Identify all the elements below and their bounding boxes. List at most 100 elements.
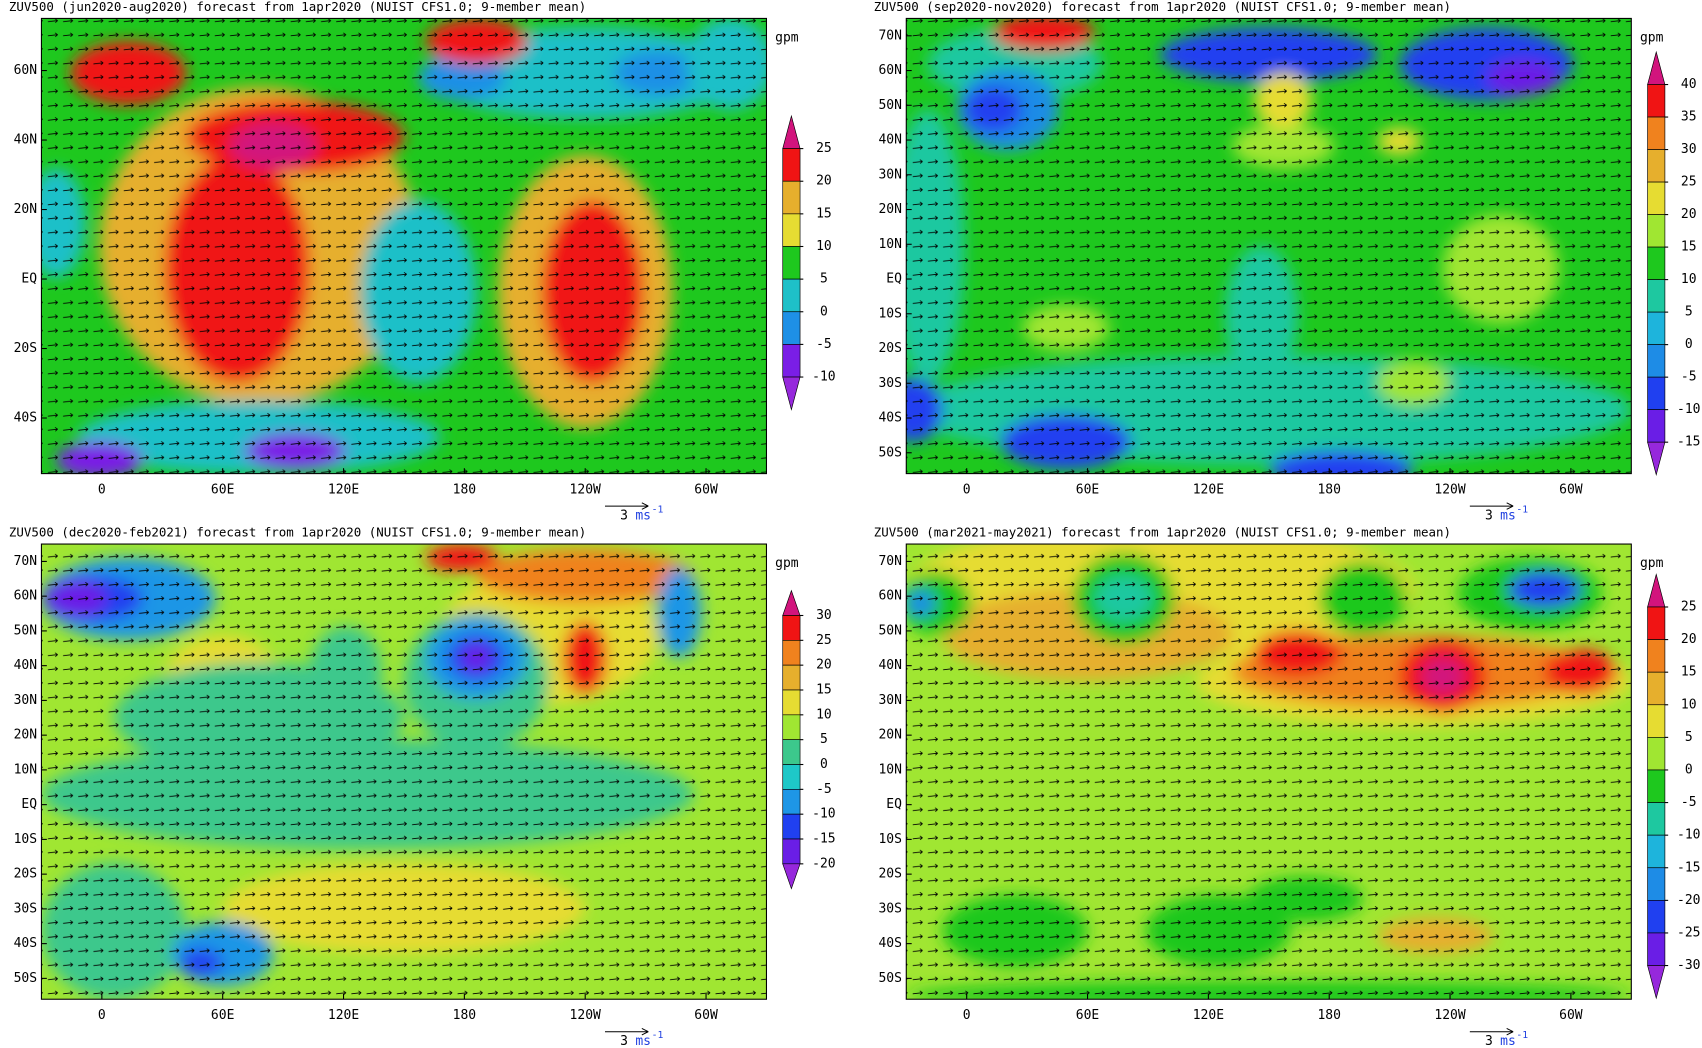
colorbar-label: -10 bbox=[1677, 402, 1700, 417]
y-tick-label: 10S bbox=[878, 832, 901, 847]
y-tick-label: 20S bbox=[14, 867, 37, 882]
colorbar-label: -25 bbox=[1677, 925, 1700, 940]
colorbar-label: -10 bbox=[812, 370, 835, 385]
y-tick-label: EQ bbox=[21, 272, 37, 287]
y-tick-label: 70N bbox=[878, 28, 901, 43]
colorbar-label: 20 bbox=[1681, 207, 1697, 222]
colorbar-label: -20 bbox=[812, 856, 835, 871]
colorbar-label: 35 bbox=[1681, 110, 1697, 125]
y-tick-label: 30N bbox=[14, 693, 37, 708]
colorbar-label: 25 bbox=[816, 141, 832, 156]
x-tick-label: 60E bbox=[211, 1008, 234, 1023]
colorbar-segment bbox=[782, 813, 801, 840]
reference-unit: ms bbox=[1500, 1034, 1516, 1048]
reference-value: 3 bbox=[1485, 508, 1493, 523]
colorbar-segment bbox=[782, 213, 801, 247]
contour-field bbox=[41, 544, 767, 1000]
y-tick-label: 20S bbox=[878, 341, 901, 356]
colorbar-top bbox=[782, 589, 801, 616]
x-tick-label: 0 bbox=[963, 1008, 971, 1023]
y-tick-label: 20N bbox=[878, 202, 901, 217]
colorbar-label: 0 bbox=[1685, 337, 1693, 352]
colorbar-segment bbox=[782, 639, 801, 666]
colorbar: 25 20 15 10 5 0 -5 -10 bbox=[782, 114, 836, 411]
y-tick-label: 20N bbox=[878, 728, 901, 743]
y-tick-label: 60N bbox=[14, 589, 37, 604]
y-tick-label: 50N bbox=[878, 623, 901, 638]
y-tick-label: EQ bbox=[21, 797, 37, 812]
x-tick-label: 60W bbox=[694, 482, 718, 497]
colorbar: 30 25 20 15 10 5 0 -5 -10 -15 -20 bbox=[782, 589, 836, 890]
panel-title: ZUV500 (mar2021-may2021) forecast from 1… bbox=[874, 525, 1451, 540]
colorbar-segment bbox=[1647, 181, 1666, 215]
colorbar-segment bbox=[1647, 802, 1666, 836]
colorbar-label: 5 bbox=[820, 272, 828, 287]
y-tick-label: 30S bbox=[878, 901, 901, 916]
colorbar-segment bbox=[1647, 606, 1666, 640]
colorbar-segment bbox=[1647, 900, 1666, 934]
y-tick-label: 20N bbox=[14, 202, 37, 217]
map-frame bbox=[40, 17, 768, 475]
panel: ZUV500 (jun2020-aug2020) forecast from 1… bbox=[9, 0, 836, 523]
x-tick-label: 120E bbox=[328, 1008, 359, 1023]
x-tick-label: 120E bbox=[1193, 1008, 1224, 1023]
colorbar-label: 25 bbox=[1681, 175, 1697, 190]
colorbar-label: 25 bbox=[816, 633, 832, 648]
x-tick-label: 60E bbox=[1076, 1008, 1099, 1023]
reference-arrow bbox=[1469, 1028, 1514, 1036]
y-tick-label: 70N bbox=[878, 554, 901, 569]
colorbar-bottom bbox=[1647, 441, 1666, 476]
panel-title: ZUV500 (jun2020-aug2020) forecast from 1… bbox=[9, 0, 586, 14]
wind-vectors bbox=[906, 544, 1632, 1000]
y-tick-label: 50N bbox=[878, 98, 901, 113]
colorbar-label: 5 bbox=[1685, 305, 1693, 320]
colorbar-label: -30 bbox=[1677, 958, 1700, 973]
colorbar-unit: gpm bbox=[1640, 30, 1664, 45]
colorbar-segment bbox=[782, 344, 801, 378]
colorbar-segment bbox=[1647, 409, 1666, 443]
y-tick-label: 50N bbox=[14, 623, 37, 638]
colorbar-segment bbox=[1647, 769, 1666, 803]
colorbar-label: 0 bbox=[1685, 762, 1693, 777]
colorbar-segment bbox=[1647, 376, 1666, 410]
y-tick-label: 20S bbox=[14, 341, 37, 356]
y-tick-label: 40S bbox=[14, 936, 37, 951]
colorbar-label: 10 bbox=[816, 707, 832, 722]
y-tick-label: 20N bbox=[14, 728, 37, 743]
panel-title: ZUV500 (sep2020-nov2020) forecast from 1… bbox=[874, 0, 1451, 14]
y-tick-label: 30S bbox=[878, 376, 901, 391]
reference-unit: ms bbox=[1500, 508, 1516, 523]
colorbar-segment bbox=[782, 246, 801, 280]
y-tick-label: 10S bbox=[878, 306, 901, 321]
colorbar-segment bbox=[782, 689, 801, 716]
y-tick-label: 40N bbox=[878, 133, 901, 148]
reference-exponent: -1 bbox=[652, 504, 664, 515]
contour-field bbox=[906, 18, 1632, 474]
colorbar-label: 20 bbox=[1681, 632, 1697, 647]
colorbar-label: 25 bbox=[1681, 599, 1697, 614]
colorbar-segment bbox=[1647, 834, 1666, 869]
colorbar-label: 30 bbox=[1681, 142, 1697, 157]
y-tick-label: 20S bbox=[878, 867, 901, 882]
colorbar-top bbox=[1647, 50, 1666, 85]
colorbar-segment bbox=[782, 764, 801, 790]
colorbar-label: -5 bbox=[816, 337, 832, 352]
y-tick-label: 50S bbox=[14, 971, 37, 986]
colorbar-segment bbox=[1647, 84, 1666, 118]
colorbar-segment bbox=[782, 714, 801, 740]
y-tick-label: EQ bbox=[886, 272, 902, 287]
reference-value: 3 bbox=[620, 1034, 628, 1048]
colorbar-segment bbox=[782, 278, 801, 313]
x-tick-label: 180 bbox=[1317, 1008, 1340, 1023]
colorbar-label: 20 bbox=[816, 658, 832, 673]
x-tick-label: 60E bbox=[1076, 482, 1099, 497]
colorbar-label: -5 bbox=[816, 782, 832, 797]
colorbar: 40 35 30 25 20 15 10 5 0 -5 -10 -15 bbox=[1647, 50, 1700, 476]
colorbar-segment bbox=[1647, 867, 1666, 901]
reference-exponent: -1 bbox=[1516, 504, 1528, 515]
y-tick-label: 60N bbox=[878, 63, 901, 78]
reference-value: 3 bbox=[620, 508, 628, 523]
map-frame bbox=[40, 543, 768, 1000]
colorbar-segment bbox=[782, 148, 801, 182]
